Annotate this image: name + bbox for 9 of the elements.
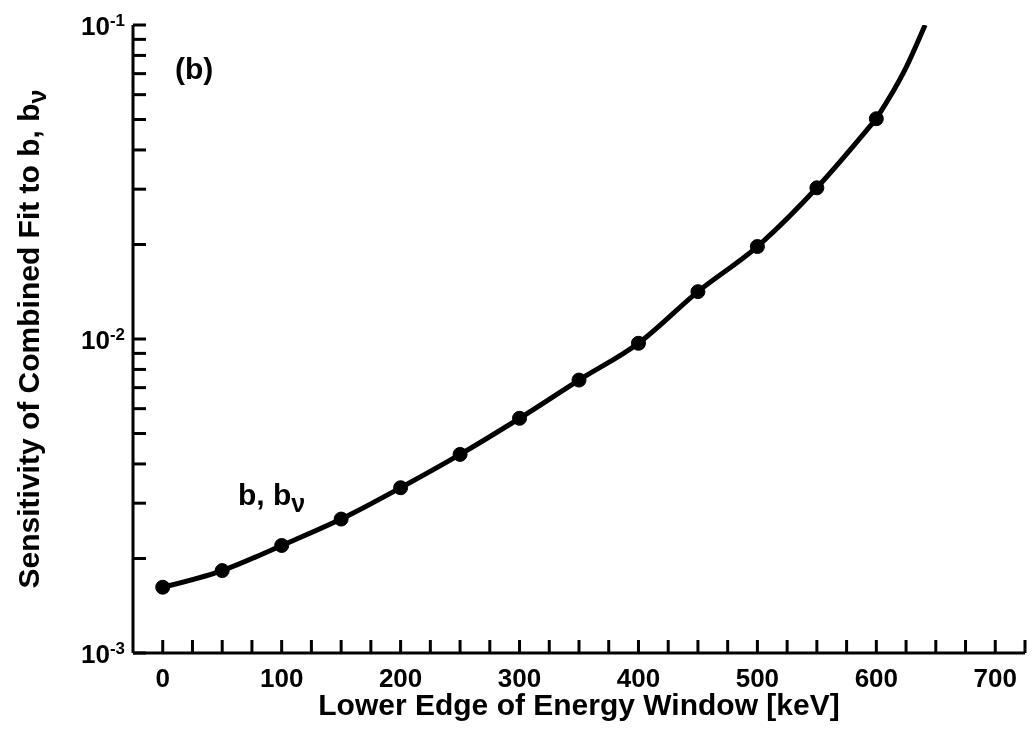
x-tick-label: 700 bbox=[973, 663, 1017, 693]
x-tick-label: 100 bbox=[259, 663, 304, 693]
y-tick-label: 10$^{-1}$ bbox=[81, 10, 125, 41]
y-tick-label: 10$^{-3}$ bbox=[81, 638, 125, 669]
x-tick-label: 600 bbox=[854, 663, 899, 693]
annotation: (b) bbox=[175, 52, 214, 86]
x-tick-label: 0 bbox=[155, 663, 170, 693]
y-tick-label: 10$^{-2}$ bbox=[81, 324, 125, 355]
annotation: b, b$_{ν}$ bbox=[238, 478, 306, 518]
